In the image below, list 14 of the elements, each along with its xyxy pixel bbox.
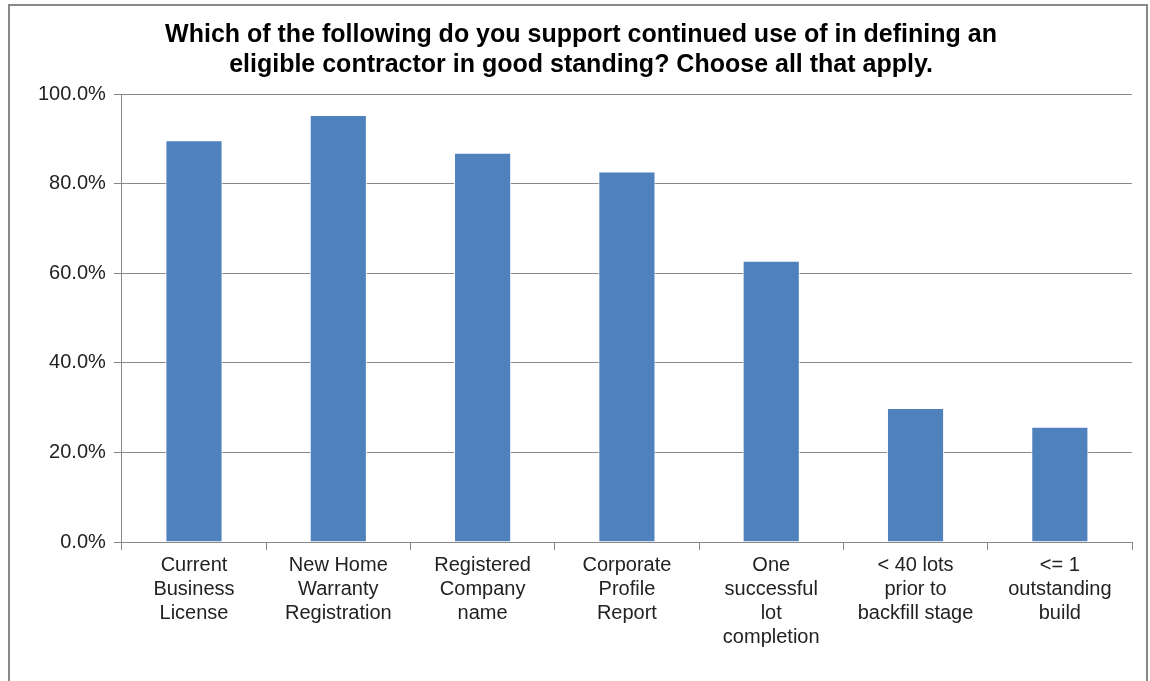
y-tick-label: 40.0%: [49, 350, 107, 373]
x-tick-label: < 40 lots prior to backfill stage: [857, 552, 974, 623]
x-tick-label: Current Business License: [153, 552, 235, 623]
chart-title: Which of the following do you support continued use of in defining an eligible contractor in good standing? Choose all that apply.: [165, 18, 997, 77]
x-tick-label: One successful lot completion: [722, 552, 820, 647]
y-tick-label: 80.0%: [49, 171, 107, 194]
x-tick-label: Corporate Profile Report: [582, 552, 672, 623]
x-tick-label: New Home Warranty Registration: [284, 552, 392, 623]
x-tick-label: <= 1 outstanding build: [1008, 552, 1112, 623]
y-tick-label: 20.0%: [49, 439, 107, 462]
y-tick-label: 0.0%: [60, 529, 107, 552]
y-tick-label: 100.0%: [37, 81, 107, 104]
x-tick-label: Registered Company name: [434, 552, 531, 623]
y-tick-label: 60.0%: [49, 260, 107, 283]
